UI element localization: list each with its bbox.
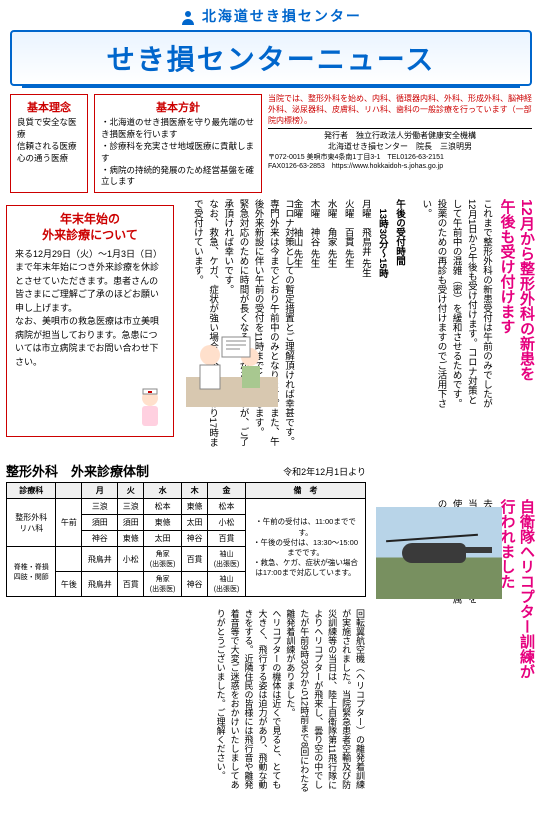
principle-title: 基本理念 [17, 99, 81, 115]
principle-body: 良質で安全な医療 信頼される医療 心の通う医療 [17, 117, 81, 165]
policy-body: ・北海道のせき損医療を守り最先端のせき損医療を行います ・診療科を充実させ地域医… [101, 117, 255, 188]
principle-box: 基本理念 良質で安全な医療 信頼される医療 心の通う医療 [10, 94, 88, 193]
article-1a: これまで整形外科の新患受付は午前のみでしたが12月1日から午後も受け付けます。コ… [412, 199, 494, 409]
address-line: 〒072-0015 美唄市東4条南1丁目3-1 TEL0126-63-2151 … [268, 153, 532, 172]
person-icon [180, 9, 196, 25]
policy-item: ・北海道のせき損医療を守り最先端のせき損医療を行います [101, 117, 255, 141]
holiday-notice-box: 年末年始の 外来診療について 来る12月29日（火）〜1月3日（日）まで年末年始… [6, 205, 174, 437]
helicopter-photo [376, 507, 502, 599]
table-row: 整形外科リハ科 午前 三浪三浪松本東條松本 ・午前の受付は、11:00までです。… [7, 499, 366, 515]
publisher-block: 発行者 独立行政法人労働者健康安全機構 北海道せき損センター 院長 三浪明男 〒… [268, 128, 532, 171]
holiday-notice-body: 来る12月29日（火）〜1月3日（日）まで年末年始につき外来診療を休診とさせてい… [15, 248, 165, 370]
sched-row: 火曜 百貫 先生 [340, 199, 357, 413]
headline-helicopter: 自衛隊ヘリコプター訓練が 行われました [497, 499, 536, 789]
nurse-icon [133, 386, 167, 430]
policy-item: ・病院の持続的発展のため経営基盤を確立します [101, 165, 255, 189]
policy-box: 基本方針 ・北海道のせき損医療を守り最先端のせき損医療を行います ・診療科を充実… [94, 94, 262, 193]
holiday-notice-title: 年末年始の 外来診療について [15, 212, 165, 243]
title-banner: せき損センターニュース [10, 30, 532, 86]
schedule-heading: 午後の受付時間 13時30分〜15時 [374, 199, 408, 413]
header-subtitle: 北海道せき損センター [0, 0, 542, 26]
schedule-table: 診療科 月火 水木 金備 考 整形外科リハ科 午前 三浪三浪松本東條松本 ・午前… [6, 482, 366, 597]
sched-row: 月曜 飛鳥井 先生 [357, 199, 374, 413]
afternoon-schedule: 午後の受付時間 13時30分〜15時 月曜 飛鳥井 先生 火曜 百貫 先生 水曜… [300, 199, 408, 413]
publisher-info: 当院では、整形外科を始め、内科、循環器内科、外科、形成外科、脳神経外科、泌尿器科… [268, 94, 532, 193]
table-title: 整形外科 外来診療体制 [6, 461, 149, 480]
table-header-row: 診療科 月火 水木 金備 考 [7, 483, 366, 499]
consultation-illustration [182, 327, 282, 413]
table-remarks: ・午前の受付は、11:00までです。 ・午後の受付は、13:30〜15:00まで… [246, 499, 366, 597]
article-1b: コロナ対策としての暫定措置とご理解頂ければ幸甚です。専門外来は今までどおり午前中… [180, 199, 296, 453]
info-row: 基本理念 良質で安全な医療 信頼される医療 心の通う医療 基本方針 ・北海道のせ… [10, 94, 532, 193]
publisher-line: 発行者 独立行政法人労働者健康安全機構 北海道せき損センター 院長 三浪明男 [268, 131, 532, 153]
departments-text: 当院では、整形外科を始め、内科、循環器内科、外科、形成外科、脳神経外科、泌尿器科… [268, 94, 532, 126]
policy-title: 基本方針 [101, 99, 255, 115]
table-date: 令和2年12月1日より [283, 465, 366, 478]
sched-row: 水曜 角家 先生 [323, 199, 340, 413]
headline-new-patients: 12月から整形外科の新患を 午後も受け付けます [497, 199, 536, 449]
policy-item: ・診療科を充実させ地域医療に貢献します [101, 141, 255, 165]
article-2b: 回転翼航空機（ヘリコプター）の離発着訓練が実施されました。当院緊急患者空輸及び防… [6, 609, 366, 797]
schedule-table-section: 整形外科 外来診療体制 令和2年12月1日より 診療科 月火 水木 金備 考 整… [6, 461, 366, 597]
sched-row: 木曜 神谷 先生 [305, 199, 322, 413]
